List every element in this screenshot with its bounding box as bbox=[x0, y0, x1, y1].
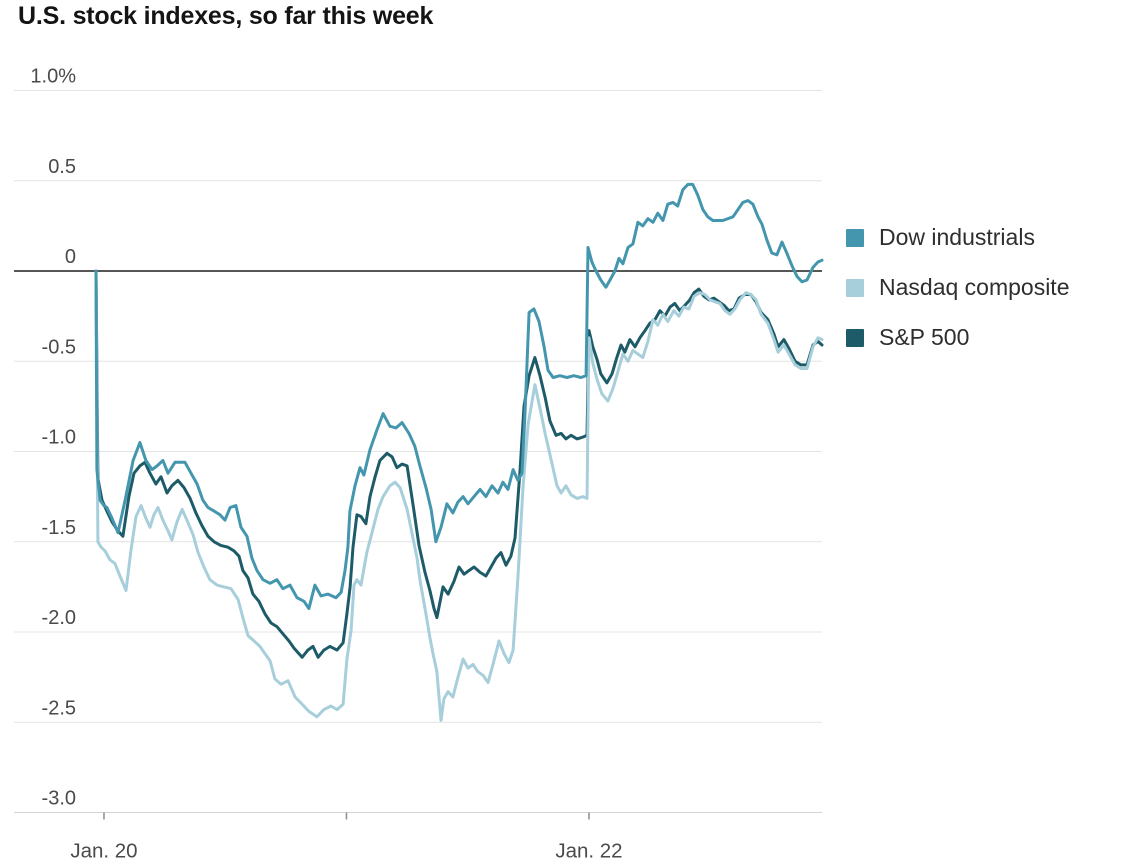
legend-item-nasdaq: Nasdaq composite bbox=[846, 274, 1070, 301]
y-axis-label: -1.0 bbox=[42, 427, 76, 449]
legend-label: Nasdaq composite bbox=[879, 274, 1070, 300]
legend-color-swatch-icon bbox=[846, 328, 864, 347]
legend-label: S&P 500 bbox=[879, 324, 970, 350]
chart-title: U.S. stock indexes, so far this week bbox=[18, 2, 434, 30]
y-axis-label: -1.5 bbox=[42, 517, 76, 539]
y-axis-label: 1.0% bbox=[30, 66, 76, 88]
legend-color-swatch-icon bbox=[846, 278, 864, 297]
y-axis-label: -3.0 bbox=[42, 788, 76, 810]
y-axis-label: 0.5 bbox=[48, 156, 76, 178]
y-axis-label: -2.0 bbox=[42, 607, 76, 629]
legend-color-swatch-icon bbox=[846, 228, 864, 247]
y-axis-label: -2.5 bbox=[42, 697, 76, 719]
y-axis-label: -0.5 bbox=[42, 336, 76, 358]
y-axis-label: 0 bbox=[65, 246, 76, 268]
series-line-nasdaq-composite bbox=[94, 269, 824, 722]
legend-label: Dow industrials bbox=[879, 224, 1035, 250]
legend-item-sp500: S&P 500 bbox=[846, 324, 1070, 351]
legend: Dow industrials Nasdaq composite S&P 500 bbox=[846, 224, 1070, 351]
legend-item-dow: Dow industrials bbox=[846, 224, 1070, 251]
series-line-s-p-500 bbox=[94, 269, 824, 659]
x-axis-label: Jan. 22 bbox=[555, 840, 622, 863]
series-line-dow-industrials bbox=[94, 182, 824, 610]
x-axis-label: Jan. 20 bbox=[70, 840, 137, 863]
